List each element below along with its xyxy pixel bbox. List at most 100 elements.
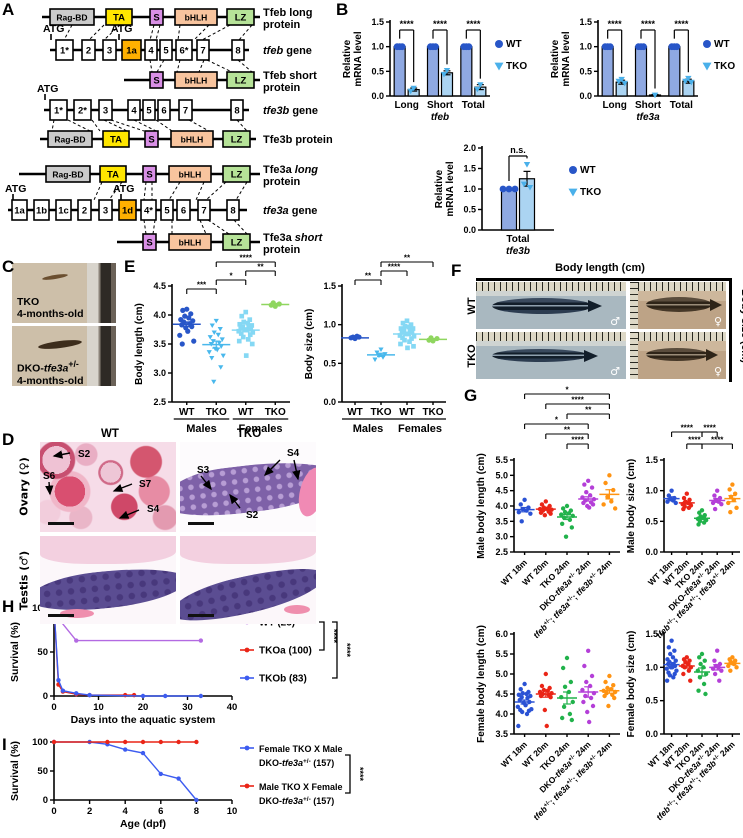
svg-text:4: 4 bbox=[123, 806, 129, 817]
svg-text:Male body length (cm): Male body length (cm) bbox=[476, 453, 487, 559]
svg-text:tfe3b gene: tfe3b gene bbox=[263, 105, 318, 117]
svg-text:1.5: 1.5 bbox=[323, 281, 336, 291]
dko-fish bbox=[37, 338, 83, 351]
svg-text:1b: 1b bbox=[36, 206, 47, 217]
svg-text:0.0: 0.0 bbox=[371, 91, 384, 101]
fish-tail bbox=[588, 300, 602, 312]
body-size-label: Body size (cm) bbox=[739, 288, 743, 364]
body-length-title: Body length (cm) bbox=[555, 262, 645, 274]
svg-text:protein: protein bbox=[263, 19, 301, 31]
svg-text:bHLH: bHLH bbox=[185, 76, 208, 86]
dko-tank-photo: DKO-tfe3a+/- 4-months-old bbox=[12, 326, 116, 386]
panel-c-label: C bbox=[2, 257, 15, 276]
svg-text:2*: 2* bbox=[78, 106, 87, 117]
ruler bbox=[638, 282, 726, 291]
svg-text:0: 0 bbox=[43, 691, 48, 702]
svg-text:Rag-BD: Rag-BD bbox=[56, 13, 87, 23]
svg-text:****: **** bbox=[400, 19, 415, 29]
svg-text:Male TKO X Female: Male TKO X Female bbox=[259, 782, 343, 792]
svg-text:Rag-BD: Rag-BD bbox=[52, 170, 83, 180]
svg-text:100: 100 bbox=[32, 737, 48, 748]
svg-text:Relative: Relative bbox=[550, 39, 561, 78]
wt-testis-micrograph bbox=[40, 536, 176, 624]
svg-text:WT: WT bbox=[399, 407, 415, 418]
svg-text:8: 8 bbox=[235, 46, 240, 57]
svg-text:Short: Short bbox=[427, 100, 454, 111]
female-symbol: ♀ bbox=[713, 365, 722, 378]
svg-text:Female body length (cm): Female body length (cm) bbox=[476, 625, 487, 743]
svg-text:****: **** bbox=[608, 19, 623, 29]
svg-text:1.5: 1.5 bbox=[645, 629, 658, 639]
wt-ovary-micrograph: S2 S6 S7 S4 bbox=[40, 442, 176, 532]
svg-text:**: ** bbox=[257, 263, 264, 272]
female-body-size-dot-plot: Female body size (cm) 0.00.51.01.5WT 18mW… bbox=[626, 629, 741, 822]
svg-text:0.5: 0.5 bbox=[579, 66, 592, 76]
svg-text:TKO: TKO bbox=[265, 407, 286, 418]
scale-bar bbox=[48, 614, 74, 617]
svg-text:4: 4 bbox=[148, 46, 154, 57]
svg-text:Tfeb short: Tfeb short bbox=[263, 70, 317, 82]
svg-text:1d: 1d bbox=[122, 206, 133, 217]
svg-text:mRNA level: mRNA level bbox=[445, 161, 456, 216]
svg-text:TA: TA bbox=[113, 13, 125, 24]
svg-text:3.5: 3.5 bbox=[495, 516, 508, 526]
svg-text:****: **** bbox=[641, 19, 656, 29]
svg-text:3.5: 3.5 bbox=[153, 339, 166, 349]
svg-text:**: ** bbox=[404, 254, 411, 263]
panel-d-histology: WT TKO Ovary (♀) Testis (♂) S2 S6 S7 S4 bbox=[12, 428, 316, 630]
svg-text:TA: TA bbox=[107, 170, 119, 181]
svg-text:****: **** bbox=[355, 767, 365, 782]
svg-text:0: 0 bbox=[51, 806, 56, 817]
svg-text:protein: protein bbox=[263, 176, 301, 188]
male-symbol: ♂ bbox=[610, 365, 620, 378]
svg-text:0.0: 0.0 bbox=[579, 91, 592, 101]
tko-male-fish bbox=[492, 349, 588, 362]
tko-testis-micrograph bbox=[180, 536, 316, 624]
svg-text:4.0: 4.0 bbox=[153, 310, 166, 320]
svg-text:***: *** bbox=[197, 281, 207, 290]
svg-text:S4: S4 bbox=[147, 504, 160, 515]
svg-text:Relative: Relative bbox=[342, 39, 353, 78]
svg-text:Short: Short bbox=[635, 100, 662, 111]
svg-text:1c: 1c bbox=[58, 206, 69, 217]
svg-text:4.5: 4.5 bbox=[153, 281, 166, 291]
svg-text:1*: 1* bbox=[60, 46, 69, 57]
svg-text:6: 6 bbox=[181, 206, 186, 217]
svg-text:6: 6 bbox=[158, 806, 163, 817]
svg-text:4.5: 4.5 bbox=[495, 689, 508, 699]
svg-text:ATG: ATG bbox=[5, 183, 26, 195]
svg-text:**: ** bbox=[365, 272, 372, 281]
svg-text:****: **** bbox=[571, 396, 584, 405]
svg-text:3.0: 3.0 bbox=[153, 368, 166, 378]
svg-text:ATG: ATG bbox=[37, 83, 58, 95]
svg-text:7: 7 bbox=[200, 46, 205, 57]
tfe3a-mrna-bar-chart: Relative mRNA level 0.0 0.5 1.0 1.5 **** Long **… bbox=[550, 17, 735, 123]
svg-text:Survival (%): Survival (%) bbox=[9, 741, 21, 801]
testis-tissue-top bbox=[180, 536, 316, 565]
svg-text:mRNA level: mRNA level bbox=[561, 31, 572, 86]
svg-text:tfeb gene: tfeb gene bbox=[263, 45, 312, 57]
svg-text:tfe3b: tfe3b bbox=[506, 246, 530, 257]
tko-tank-photo: TKO 4-months-old bbox=[12, 263, 116, 323]
svg-text:2.5: 2.5 bbox=[495, 547, 508, 557]
svg-text:****: **** bbox=[681, 424, 694, 433]
vessel bbox=[284, 605, 310, 614]
histology-col-wt: WT bbox=[101, 428, 119, 440]
svg-text:protein: protein bbox=[263, 244, 301, 256]
svg-text:bHLH: bHLH bbox=[185, 13, 208, 23]
svg-text:TKO: TKO bbox=[580, 187, 601, 198]
svg-text:WT: WT bbox=[179, 407, 195, 418]
svg-text:****: **** bbox=[674, 19, 689, 29]
svg-text:2: 2 bbox=[87, 806, 92, 817]
svg-text:7: 7 bbox=[183, 106, 188, 117]
fish-tail bbox=[706, 349, 718, 361]
svg-text:**: ** bbox=[585, 406, 592, 415]
ruler bbox=[476, 332, 626, 341]
female-body-length-dot-plot: Female body length (cm) 3.5 4.0 4.5 5.0 5.5 6.… bbox=[476, 625, 620, 822]
svg-text:bHLH: bHLH bbox=[181, 135, 204, 145]
svg-text:****: **** bbox=[571, 436, 584, 445]
svg-text:2.5: 2.5 bbox=[153, 397, 166, 407]
svg-text:TKOa (100): TKOa (100) bbox=[259, 646, 312, 657]
tko-ovary-micrograph: S3 S4 S2 bbox=[180, 442, 316, 532]
svg-text:*: * bbox=[565, 386, 569, 395]
